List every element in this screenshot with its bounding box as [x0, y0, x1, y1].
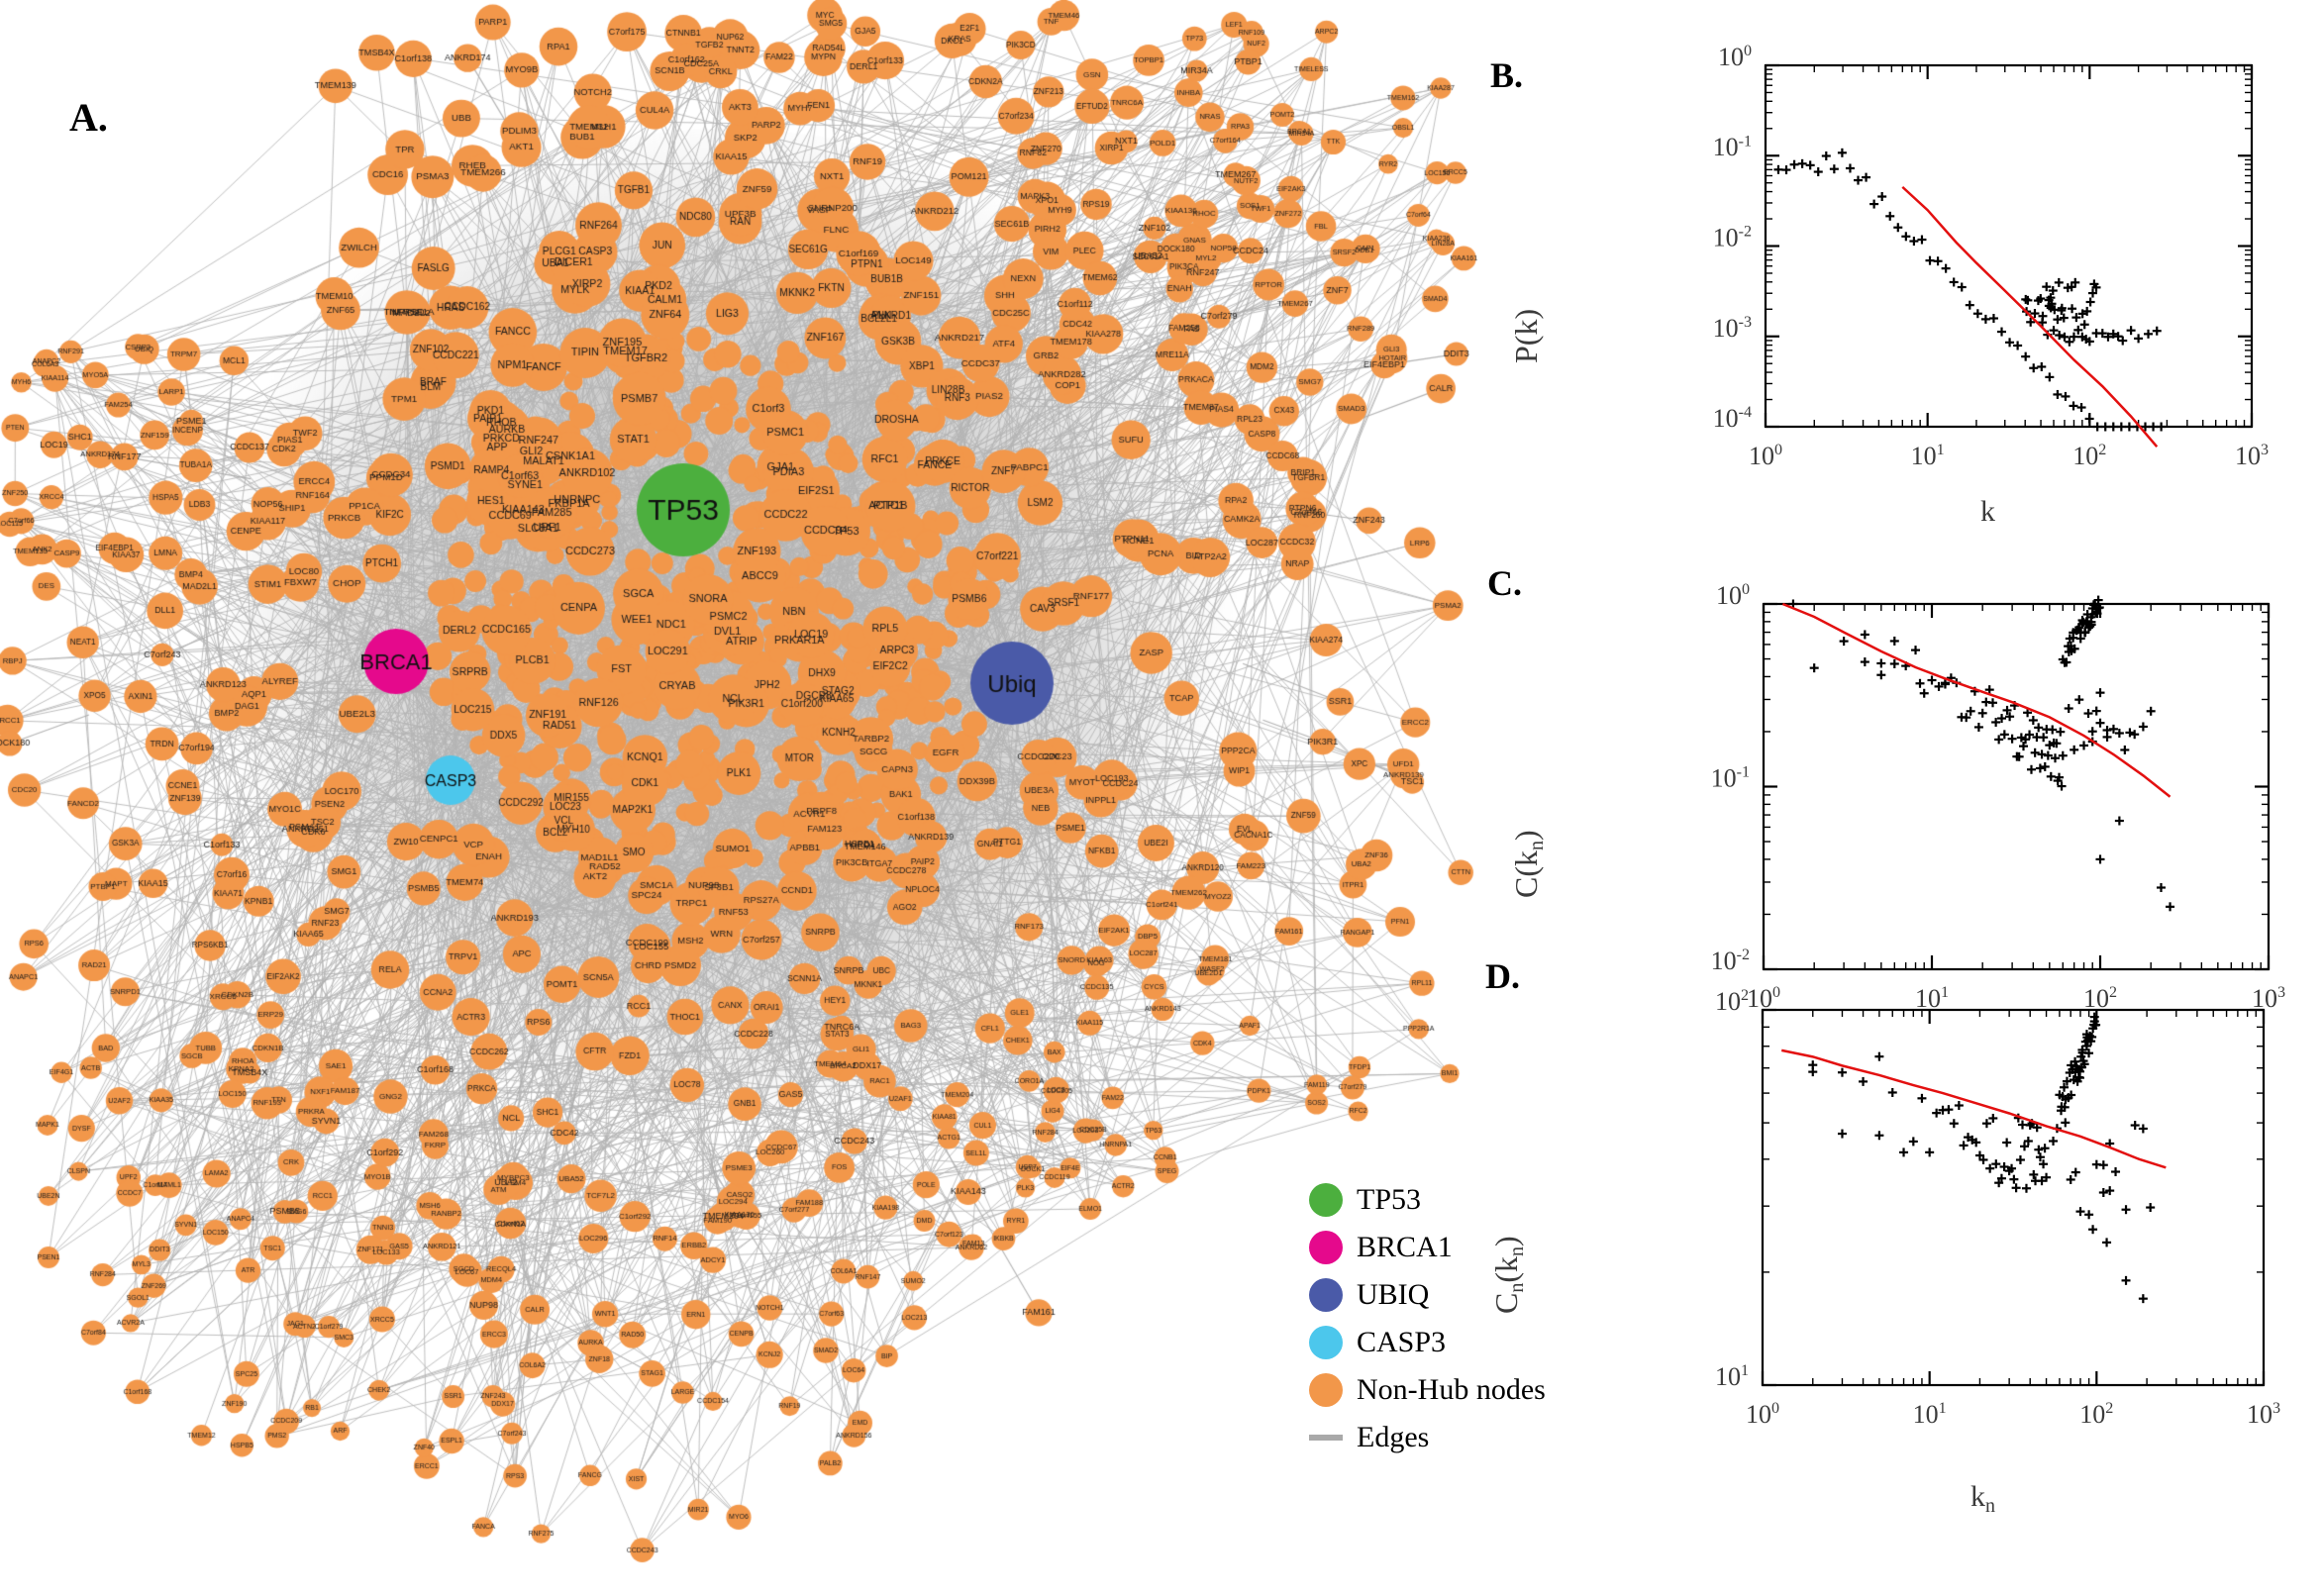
- svg-text:101: 101: [1911, 442, 1945, 470]
- svg-text:102: 102: [1715, 987, 1749, 1016]
- svg-text:100: 100: [1747, 984, 1780, 1013]
- svg-text:10-4: 10-4: [1713, 404, 1752, 433]
- svg-text:100: 100: [1749, 442, 1782, 470]
- svg-text:10-2: 10-2: [1711, 947, 1750, 975]
- svg-text:10-1: 10-1: [1711, 764, 1750, 793]
- svg-text:101: 101: [1913, 1400, 1947, 1429]
- svg-text:102: 102: [2079, 1400, 2113, 1429]
- svg-text:101: 101: [1715, 1362, 1749, 1391]
- svg-text:10-1: 10-1: [1713, 133, 1752, 161]
- svg-text:103: 103: [2235, 442, 2269, 470]
- svg-text:100: 100: [1746, 1400, 1779, 1429]
- svg-text:102: 102: [2083, 984, 2117, 1013]
- svg-text:10-3: 10-3: [1713, 314, 1752, 343]
- svg-text:10-2: 10-2: [1713, 224, 1752, 252]
- svg-text:103: 103: [2252, 984, 2285, 1013]
- svg-text:101: 101: [1915, 984, 1949, 1013]
- svg-text:100: 100: [1718, 43, 1752, 71]
- svg-text:102: 102: [2072, 442, 2106, 470]
- svg-text:103: 103: [2247, 1400, 2280, 1429]
- svg-text:100: 100: [1716, 581, 1750, 610]
